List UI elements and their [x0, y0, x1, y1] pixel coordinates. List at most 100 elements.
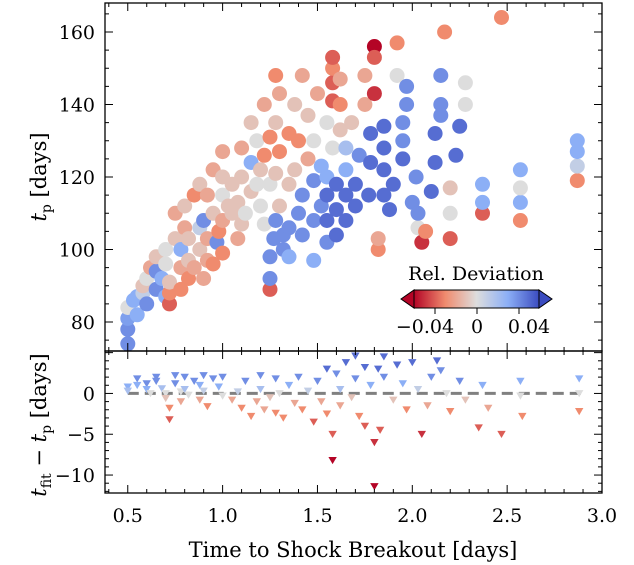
scatter-point — [237, 205, 253, 221]
scatter-point — [256, 97, 272, 112]
residual-point — [260, 406, 269, 414]
residual-point — [180, 386, 189, 394]
scatter-point — [306, 133, 322, 149]
scatter-point — [475, 194, 490, 210]
scatter-point — [448, 147, 464, 163]
residual-point — [389, 396, 398, 404]
scatter-point — [569, 173, 585, 189]
scatter-point — [253, 198, 268, 214]
residual-point — [575, 408, 584, 416]
residual-point — [455, 377, 464, 385]
residual-point — [146, 390, 155, 398]
scatter-point — [268, 68, 284, 83]
scatter-point — [347, 176, 363, 192]
top-y-axis-label: tp [days] — [27, 132, 55, 221]
residual-point — [190, 377, 199, 385]
scatter-point — [192, 176, 208, 192]
scatter-point — [262, 129, 278, 145]
scatter-point — [344, 115, 360, 131]
x-tick-label: 1.0 — [208, 505, 238, 527]
scatter-point — [389, 35, 405, 51]
scatter-point — [437, 24, 453, 40]
scatter-point — [281, 220, 297, 236]
scatter-point — [162, 285, 177, 301]
residual-point — [309, 418, 318, 426]
scatter-point — [158, 256, 174, 272]
residual-point — [417, 430, 426, 438]
residual-point — [575, 375, 584, 383]
residual-point — [518, 412, 527, 421]
residual-point — [370, 483, 379, 491]
scatter-point — [268, 165, 284, 181]
scatter-point — [512, 180, 528, 196]
scatter-point — [215, 245, 231, 261]
scatter-point — [291, 205, 306, 221]
residual-point — [161, 395, 170, 403]
residual-point — [351, 352, 360, 360]
scatter-point — [457, 97, 473, 112]
scatter-point — [300, 151, 316, 167]
scatter-point — [281, 176, 297, 192]
scatter-point — [306, 173, 322, 189]
scatter-point — [410, 205, 426, 221]
residual-point — [152, 377, 161, 385]
scatter-point — [332, 71, 348, 87]
residual-point — [203, 403, 212, 411]
scatter-point — [370, 231, 386, 247]
scatter-point — [376, 162, 392, 178]
scatter-point — [512, 162, 528, 178]
residual-point — [176, 398, 186, 406]
residual-point — [218, 392, 227, 400]
colorbar-high-extend — [538, 289, 553, 309]
scatter-point — [294, 68, 310, 83]
scatter-point — [249, 133, 265, 149]
residual-point — [195, 381, 204, 390]
scatter-point — [366, 49, 382, 65]
scatter-point — [294, 227, 310, 243]
scatter-point — [129, 307, 145, 323]
residual-point — [355, 412, 364, 421]
residual-point — [180, 373, 189, 381]
scatter-point — [281, 249, 297, 265]
scatter-point — [512, 194, 528, 210]
residual-point — [271, 409, 280, 417]
residual-point — [279, 414, 288, 422]
scatter-point — [376, 187, 392, 203]
scatter-point — [457, 75, 473, 91]
scatter-point — [423, 184, 439, 199]
residual-point — [227, 396, 237, 404]
top-panel: 80 100 120 140 160 tp [days] — [27, 2, 603, 352]
residual-point — [303, 387, 313, 395]
residual-point — [195, 396, 204, 404]
scatter-point — [325, 49, 341, 65]
y-tick-label: 140 — [59, 95, 95, 117]
scatter-point — [408, 169, 424, 185]
x-tick-label: 3.0 — [587, 505, 617, 527]
residual-point — [256, 386, 265, 394]
scatter-point — [376, 140, 392, 156]
scatter-point — [475, 205, 490, 221]
residual-point — [171, 372, 180, 380]
residual-point — [290, 399, 299, 407]
scatter-point — [332, 122, 348, 138]
residual-point — [322, 410, 332, 418]
residual-point — [351, 375, 360, 383]
scatter-point — [262, 281, 278, 297]
scatter-point — [306, 213, 322, 228]
scatter-point — [418, 223, 434, 239]
residual-point — [171, 380, 180, 388]
scatter-point — [332, 97, 348, 112]
scatter-point — [272, 198, 287, 214]
scatter-point — [569, 144, 585, 160]
bottom-panel-frame — [104, 350, 603, 494]
residual-point — [336, 402, 345, 410]
scatter-point — [433, 97, 449, 112]
bottom-tick-layer: 0.5 1.0 1.5 2.0 2.5 3.0 −10 −5 0 — [55, 351, 617, 527]
residual-point — [478, 381, 487, 390]
residual-point — [328, 457, 337, 465]
scatter-point — [256, 147, 272, 163]
scatter-point — [300, 107, 316, 123]
x-tick-label: 0.5 — [113, 505, 143, 527]
scatter-point — [395, 133, 411, 149]
